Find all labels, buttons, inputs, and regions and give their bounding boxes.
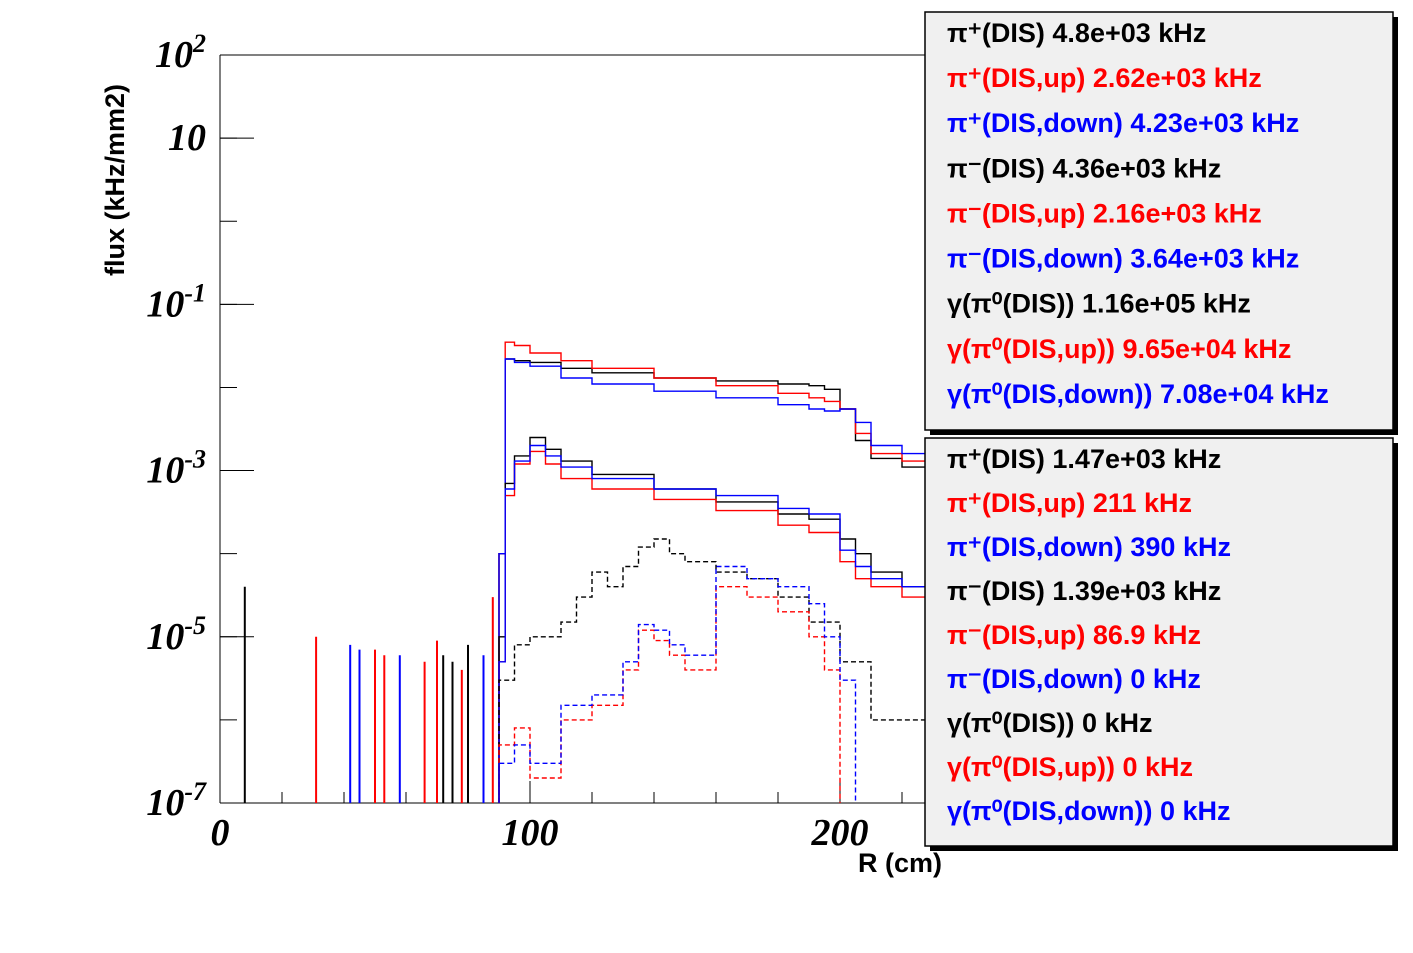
y-tick-label: 10-5 bbox=[146, 611, 206, 658]
y-axis: 102 10 10-1 10-3 10-5 10-7 bbox=[146, 29, 254, 824]
x-tick-label: 200 bbox=[811, 812, 869, 854]
legend-entry: π⁺(DIS,down) 390 kHz bbox=[947, 532, 1231, 562]
legend-entry: γ(π⁰(DIS,down)) 0 kHz bbox=[947, 796, 1231, 826]
y-tick-label: 10-1 bbox=[146, 278, 206, 325]
legend-entry: γ(π⁰(DIS,up)) 0 kHz bbox=[947, 752, 1193, 782]
y-tick-label: 102 bbox=[155, 29, 206, 76]
series-line bbox=[498, 565, 857, 803]
x-tick-label: 100 bbox=[502, 812, 559, 854]
legend-entry: π⁻(DIS,down) 3.64e+03 kHz bbox=[947, 244, 1299, 274]
legend-entry: π⁺(DIS) 1.47e+03 kHz bbox=[947, 444, 1221, 474]
legend-entry: π⁺(DIS,up) 211 kHz bbox=[947, 488, 1192, 518]
y-tick-label: 10-7 bbox=[146, 777, 207, 824]
legend-entry: π⁺(DIS,up) 2.62e+03 kHz bbox=[947, 63, 1262, 93]
legend-entry: π⁻(DIS,down) 0 kHz bbox=[947, 664, 1201, 694]
legend-entry: γ(π⁰(DIS,down)) 7.08e+04 kHz bbox=[947, 379, 1329, 409]
y-axis-label: flux (kHz/mm2) bbox=[100, 84, 130, 276]
legend-entry: π⁺(DIS) 4.8e+03 kHz bbox=[947, 18, 1206, 48]
x-axis: 0 100 200 bbox=[211, 781, 1151, 854]
legend-entry: γ(π⁰(DIS)) 0 kHz bbox=[947, 708, 1153, 738]
series-line bbox=[498, 586, 841, 803]
legend-box bbox=[924, 437, 1394, 847]
x-axis-label: R (cm) bbox=[858, 848, 942, 878]
legend-entry: γ(π⁰(DIS,up)) 9.65e+04 kHz bbox=[947, 334, 1291, 364]
legend-entry: π⁻(DIS) 1.39e+03 kHz bbox=[947, 576, 1221, 606]
x-tick-label: 0 bbox=[211, 812, 230, 854]
legend-box bbox=[924, 11, 1394, 431]
legend-entry: π⁺(DIS,down) 4.23e+03 kHz bbox=[947, 108, 1299, 138]
y-tick-label: 10-3 bbox=[146, 445, 206, 492]
series-line bbox=[498, 538, 1027, 803]
spike-layer bbox=[243, 586, 494, 803]
legend-entry: π⁻(DIS,up) 2.16e+03 kHz bbox=[947, 198, 1262, 228]
y-tick-label: 10 bbox=[168, 117, 206, 159]
legend-entry: π⁻(DIS) 4.36e+03 kHz bbox=[947, 153, 1221, 183]
legend-layer: π⁺(DIS) 4.8e+03 kHz π⁺(DIS,up) 2.62e+03 k… bbox=[924, 11, 1398, 851]
legend-entry: π⁻(DIS,up) 86.9 kHz bbox=[947, 620, 1201, 650]
legend-entry: γ(π⁰(DIS)) 1.16e+05 kHz bbox=[947, 289, 1251, 319]
